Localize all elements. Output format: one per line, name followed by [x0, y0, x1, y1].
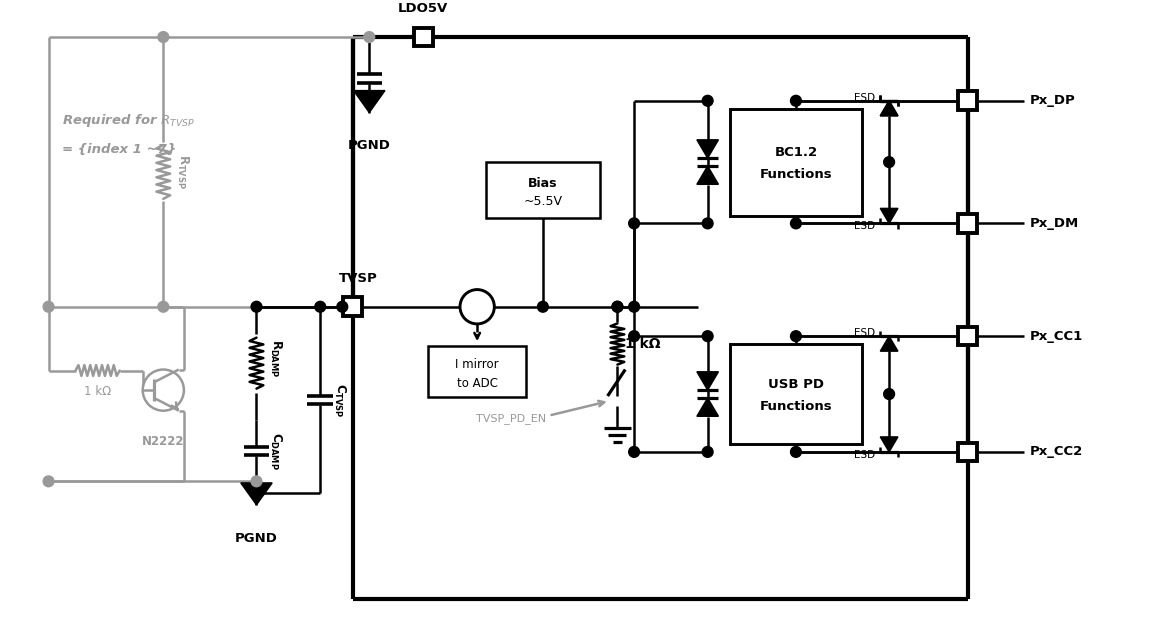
Circle shape — [790, 218, 801, 229]
Text: ~5.5V: ~5.5V — [523, 195, 562, 208]
Text: Px_DM: Px_DM — [1029, 217, 1078, 230]
Text: ESD: ESD — [854, 93, 875, 103]
Polygon shape — [697, 166, 719, 184]
Polygon shape — [697, 140, 719, 158]
Bar — [958, 91, 977, 110]
Circle shape — [142, 369, 183, 411]
Polygon shape — [881, 208, 898, 223]
Text: TVSP_PD_EN: TVSP_PD_EN — [476, 413, 546, 424]
Circle shape — [315, 301, 326, 312]
Bar — [343, 297, 362, 316]
Text: Bias: Bias — [528, 177, 557, 190]
Text: PGND: PGND — [235, 532, 278, 545]
Polygon shape — [697, 398, 719, 416]
Text: ESD: ESD — [854, 450, 875, 460]
Polygon shape — [354, 91, 385, 113]
Text: N2222: N2222 — [142, 435, 185, 448]
Text: Px_CC1: Px_CC1 — [1029, 330, 1083, 343]
Circle shape — [629, 447, 640, 457]
Text: $\mathbf{C_{TVSP}}$: $\mathbf{C_{TVSP}}$ — [332, 383, 347, 417]
Circle shape — [702, 447, 713, 457]
Polygon shape — [697, 372, 719, 390]
Bar — [958, 214, 977, 233]
Circle shape — [612, 301, 623, 312]
Circle shape — [790, 447, 801, 457]
Circle shape — [612, 301, 623, 312]
Circle shape — [252, 488, 262, 498]
Text: PGND: PGND — [348, 139, 390, 152]
Circle shape — [629, 331, 640, 341]
Text: 1 kΩ: 1 kΩ — [626, 337, 661, 351]
Text: Functions: Functions — [760, 169, 833, 182]
Text: LDO5V: LDO5V — [399, 2, 448, 16]
Text: Px_DP: Px_DP — [1029, 95, 1075, 107]
Circle shape — [252, 301, 262, 312]
Text: Required for $R_{TVSP}$: Required for $R_{TVSP}$ — [62, 112, 195, 129]
Bar — [486, 162, 600, 218]
Text: I mirror: I mirror — [455, 358, 499, 371]
Circle shape — [44, 301, 54, 312]
Circle shape — [363, 32, 375, 42]
Circle shape — [460, 290, 494, 324]
Circle shape — [883, 157, 895, 167]
Text: $\mathbf{R_{DAMP}}$: $\mathbf{R_{DAMP}}$ — [268, 339, 283, 378]
Circle shape — [629, 218, 640, 229]
Text: 1 kΩ: 1 kΩ — [83, 385, 112, 398]
Circle shape — [158, 301, 168, 312]
Text: BC1.2: BC1.2 — [774, 146, 817, 159]
Bar — [730, 344, 862, 444]
Text: $\mathbf{C_{DAMP}}$: $\mathbf{C_{DAMP}}$ — [268, 432, 283, 470]
Bar — [428, 346, 526, 397]
Text: Px_CC2: Px_CC2 — [1029, 445, 1083, 458]
Circle shape — [883, 389, 895, 399]
Polygon shape — [241, 483, 272, 505]
Text: to ADC: to ADC — [456, 377, 497, 390]
Polygon shape — [881, 101, 898, 116]
Text: USB PD: USB PD — [768, 378, 824, 391]
Text: Functions: Functions — [760, 401, 833, 413]
Text: ESD: ESD — [854, 221, 875, 231]
Text: = {index 1 ~7}: = {index 1 ~7} — [62, 143, 176, 156]
Circle shape — [629, 301, 640, 312]
Text: TVSP: TVSP — [339, 272, 377, 285]
Circle shape — [790, 331, 801, 341]
Bar — [414, 28, 433, 46]
Text: $\mathbf{R_{TVSP}}$: $\mathbf{R_{TVSP}}$ — [175, 154, 191, 189]
Circle shape — [702, 95, 713, 106]
Bar — [958, 327, 977, 345]
Bar — [958, 443, 977, 462]
Circle shape — [702, 218, 713, 229]
Circle shape — [336, 301, 348, 312]
Circle shape — [252, 476, 262, 487]
Text: ESD: ESD — [854, 328, 875, 338]
Polygon shape — [881, 101, 898, 116]
Circle shape — [44, 476, 54, 487]
Circle shape — [537, 301, 548, 312]
Circle shape — [158, 32, 168, 42]
Circle shape — [702, 331, 713, 341]
Bar — [730, 109, 862, 216]
Circle shape — [790, 95, 801, 106]
Polygon shape — [881, 336, 898, 351]
Polygon shape — [881, 437, 898, 452]
